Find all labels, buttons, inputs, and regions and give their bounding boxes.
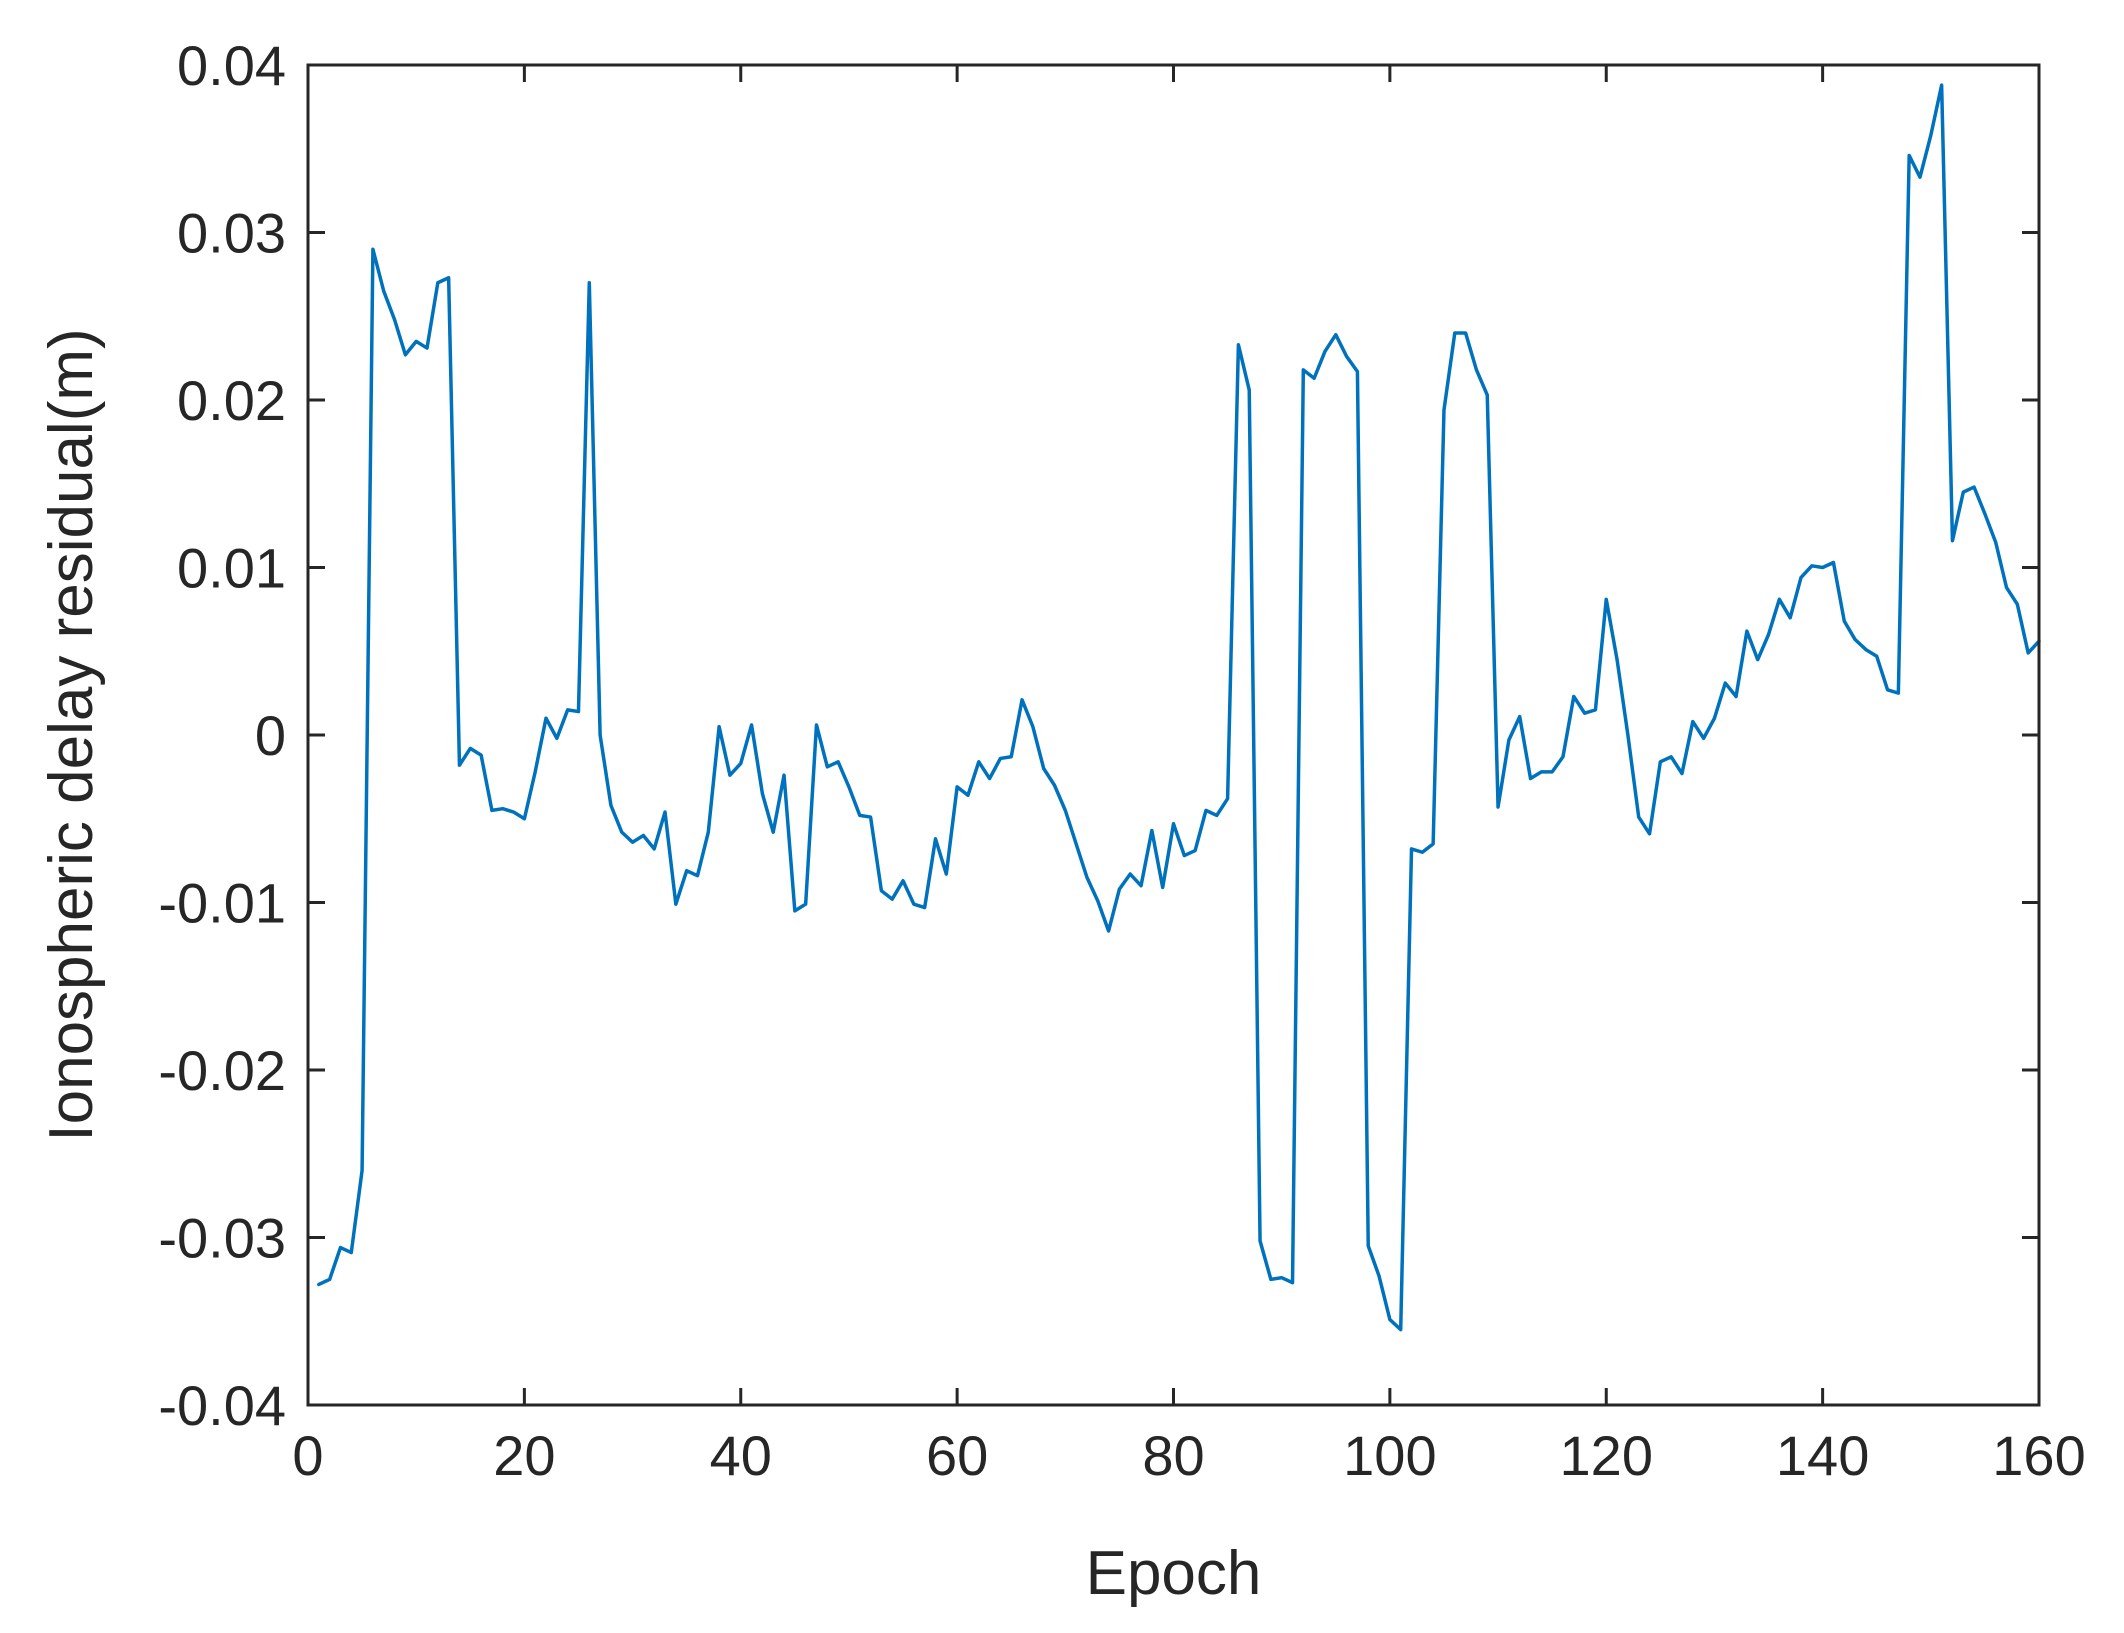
- y-tick-label: -0.01: [158, 872, 286, 935]
- y-tick-label: 0.01: [177, 537, 286, 600]
- y-tick-label: 0.02: [177, 369, 286, 432]
- series-line: [317, 83, 2041, 1332]
- x-tick-label: 100: [1343, 1424, 1436, 1487]
- y-tick-labels: -0.04 -0.03 -0.02 -0.01 0 0.01 0.02 0.03 0.04: [158, 34, 286, 1437]
- y-tick-label: 0.03: [177, 202, 286, 265]
- plot-frame: [306, 63, 2041, 1407]
- x-tick-label: 0: [292, 1424, 323, 1487]
- y-tick-label: -0.02: [158, 1039, 286, 1102]
- x-tick-label: 40: [710, 1424, 772, 1487]
- x-tick-label: 60: [926, 1424, 988, 1487]
- y-tick-label: -0.03: [158, 1207, 286, 1270]
- x-tick-label: 160: [1992, 1424, 2085, 1487]
- x-tick-labels: 0 20 40 60 80 100 120 140 160: [292, 1424, 2085, 1487]
- y-axis-label: Ionospheric delay residual(m): [37, 328, 106, 1141]
- y-tick-label: 0.04: [177, 34, 286, 97]
- y-tick-label: 0: [255, 704, 286, 767]
- x-tick-label: 20: [493, 1424, 555, 1487]
- x-tick-label: 120: [1560, 1424, 1653, 1487]
- series-layer: [317, 83, 2041, 1332]
- y-tick-label: -0.04: [158, 1374, 286, 1437]
- x-tick-label: 140: [1776, 1424, 1869, 1487]
- x-tick-label: 80: [1142, 1424, 1204, 1487]
- x-axis-label: Epoch: [1086, 1539, 1262, 1608]
